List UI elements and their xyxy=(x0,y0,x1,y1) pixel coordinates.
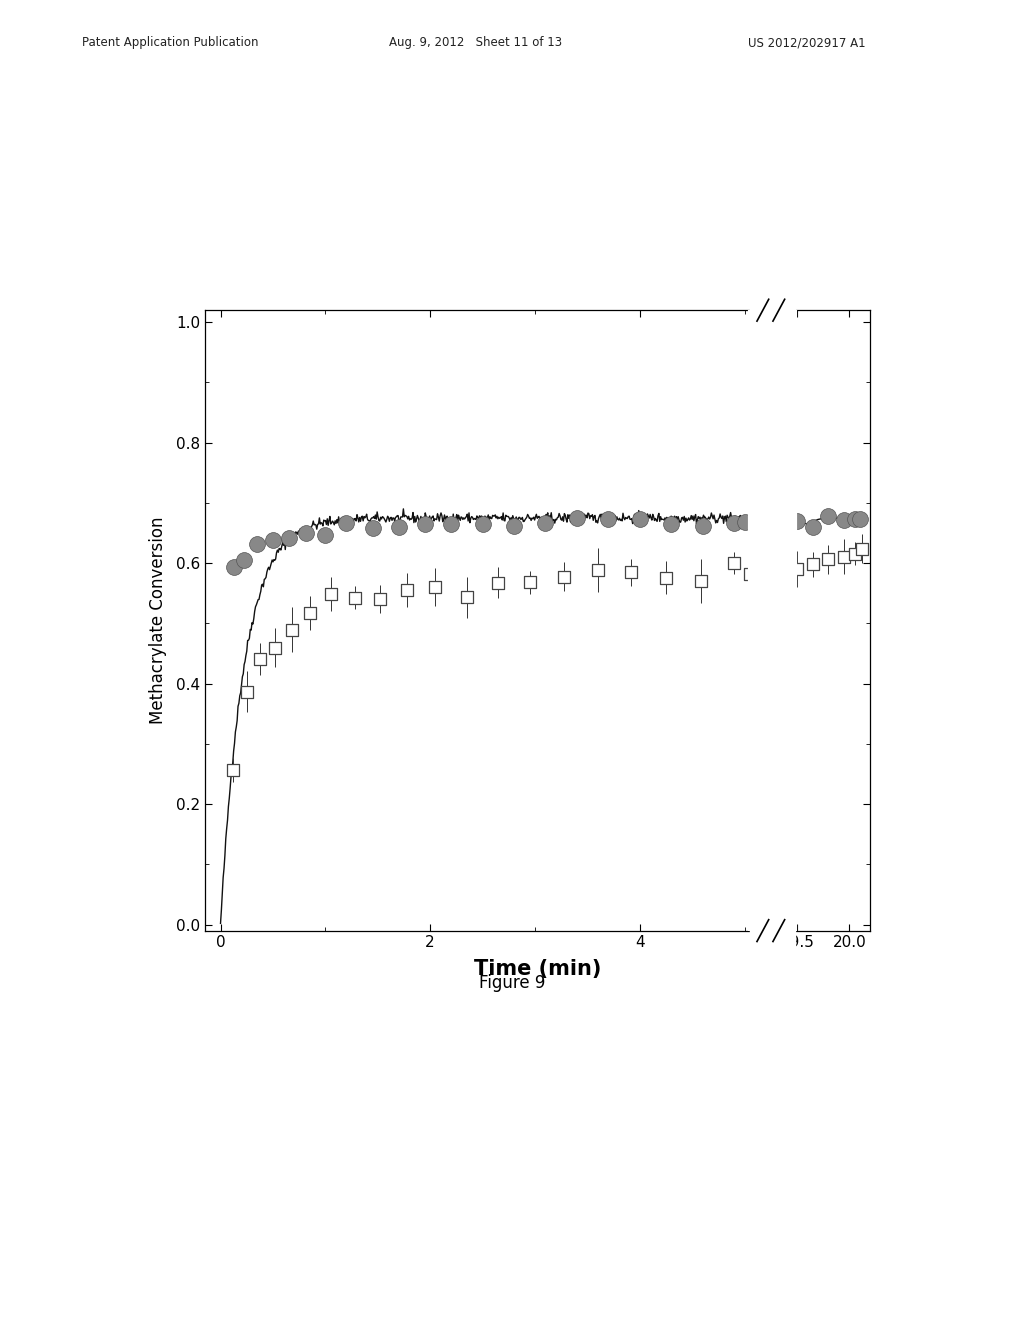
Point xyxy=(521,572,538,593)
Point xyxy=(459,586,475,607)
Point xyxy=(338,512,354,533)
Point xyxy=(805,516,821,537)
Point xyxy=(664,513,680,535)
Point xyxy=(741,564,758,585)
Bar xyxy=(750,924,795,949)
X-axis label: Time (min): Time (min) xyxy=(474,958,601,979)
Y-axis label: Methacrylate Conversion: Methacrylate Conversion xyxy=(150,516,167,725)
Point xyxy=(506,516,522,537)
Point xyxy=(568,507,585,528)
Point xyxy=(847,543,863,564)
Bar xyxy=(750,296,795,319)
Point xyxy=(301,602,317,623)
Point xyxy=(854,539,870,560)
Point xyxy=(726,512,742,533)
Point xyxy=(399,579,416,601)
Text: Aug. 9, 2012   Sheet 11 of 13: Aug. 9, 2012 Sheet 11 of 13 xyxy=(389,36,562,49)
Point xyxy=(820,549,837,570)
Point xyxy=(726,552,742,573)
Point xyxy=(443,513,460,535)
Point xyxy=(225,759,242,780)
Point xyxy=(657,568,674,589)
Point xyxy=(736,511,753,532)
Point xyxy=(427,577,443,598)
Point xyxy=(267,638,284,659)
Point xyxy=(538,512,554,533)
Point xyxy=(236,549,252,570)
Bar xyxy=(750,310,795,931)
Point xyxy=(323,583,339,605)
Point xyxy=(490,572,507,593)
Point xyxy=(556,566,572,587)
Point xyxy=(346,587,362,609)
Point xyxy=(624,561,640,582)
Point xyxy=(249,533,265,554)
Point xyxy=(600,508,616,529)
Point xyxy=(284,619,300,640)
Point xyxy=(788,510,805,531)
Text: Patent Application Publication: Patent Application Publication xyxy=(82,36,258,49)
Point xyxy=(281,528,297,549)
Point xyxy=(252,648,268,669)
Point xyxy=(298,523,314,544)
Point xyxy=(372,589,388,610)
Point xyxy=(390,516,407,537)
Point xyxy=(820,506,837,527)
Text: US 2012/202917 A1: US 2012/202917 A1 xyxy=(748,36,865,49)
Point xyxy=(692,570,709,591)
Point xyxy=(632,508,648,529)
Point xyxy=(836,510,852,531)
Point xyxy=(226,556,243,577)
Point xyxy=(365,517,381,539)
Point xyxy=(590,560,606,581)
Point xyxy=(847,508,863,529)
Point xyxy=(694,515,711,536)
Point xyxy=(805,554,821,576)
Point xyxy=(239,681,255,702)
Point xyxy=(852,508,868,529)
Point xyxy=(836,546,852,568)
Point xyxy=(317,524,334,545)
Text: Figure 9: Figure 9 xyxy=(479,974,545,993)
Point xyxy=(474,513,490,535)
Point xyxy=(788,558,805,579)
Point xyxy=(417,513,433,535)
Point xyxy=(265,529,282,550)
